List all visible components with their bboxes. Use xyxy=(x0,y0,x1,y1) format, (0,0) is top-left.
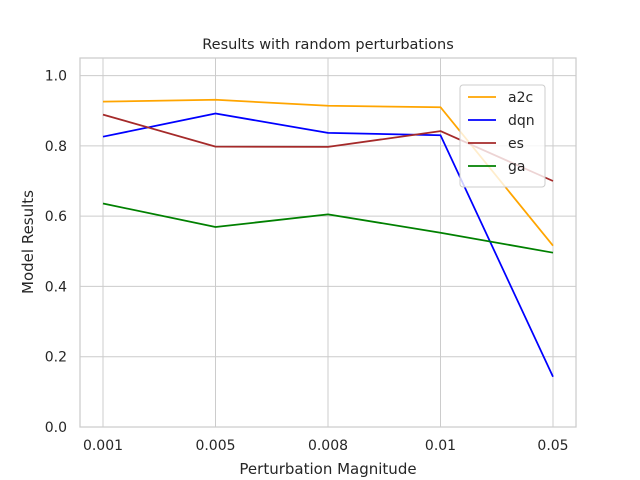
legend-label-es: es xyxy=(508,136,524,152)
x-tick-label: 0.001 xyxy=(83,438,123,454)
y-tick-labels: 0.0 0.2 0.4 0.6 0.8 1.0 xyxy=(45,69,67,436)
legend-label-ga: ga xyxy=(508,159,525,175)
x-axis-label: Perturbation Magnitude xyxy=(239,460,416,478)
x-tick-label: 0.005 xyxy=(195,438,235,454)
series-line-dqn xyxy=(102,112,554,378)
x-tick-label: 0.008 xyxy=(308,438,348,454)
legend-box xyxy=(459,84,546,188)
y-tick-label: 0.8 xyxy=(45,139,67,155)
legend-label-dqn: dqn xyxy=(508,113,535,129)
x-tick-label: 0.05 xyxy=(537,438,568,454)
plot-frame xyxy=(79,57,577,428)
y-tick-label: 0.0 xyxy=(45,420,67,436)
x-tick-label: 0.01 xyxy=(425,438,456,454)
y-tick-label: 1.0 xyxy=(45,69,67,85)
y-axis-label: Model Results xyxy=(19,190,37,294)
y-tick-label: 0.2 xyxy=(45,350,67,366)
series-line-ga xyxy=(102,202,554,254)
legend: a2c dqn es ga xyxy=(459,84,546,188)
y-tick-label: 0.6 xyxy=(45,209,67,225)
y-tick-label: 0.4 xyxy=(45,279,67,295)
chart-title: Results with random perturbations xyxy=(202,37,454,53)
legend-label-a2c: a2c xyxy=(508,90,533,106)
x-tick-labels: 0.001 0.005 0.008 0.01 0.05 xyxy=(83,438,569,454)
